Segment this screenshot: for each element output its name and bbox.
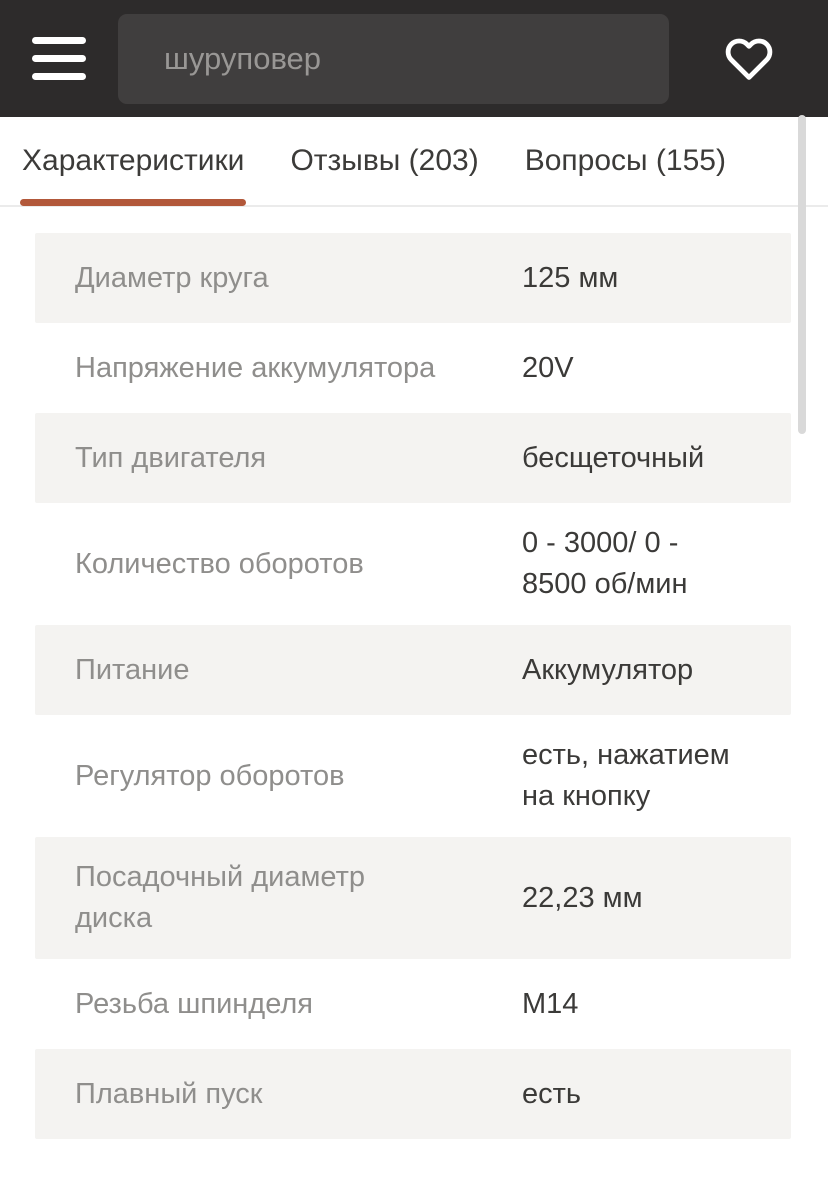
- hamburger-icon: [32, 37, 86, 80]
- spec-label: Питание: [75, 653, 190, 686]
- tab-characteristics[interactable]: Характеристики: [20, 117, 247, 206]
- spec-row: Резьба шпинделя M14: [35, 959, 791, 1049]
- menu-button[interactable]: [0, 0, 118, 117]
- spec-row: Количество оборотов 0 - 3000/ 0 - 8500 о…: [35, 503, 791, 625]
- search-bar[interactable]: [118, 13, 669, 104]
- spec-value: 20V: [522, 351, 574, 384]
- spec-label: Количество оборотов: [75, 547, 364, 580]
- spec-label: Резьба шпинделя: [75, 987, 313, 1020]
- spec-label: Диаметр круга: [75, 261, 269, 294]
- spec-label: Напряжение аккумулятора: [75, 351, 436, 384]
- spec-row: Посадочный диаметр диска 22,23 мм: [35, 837, 791, 959]
- search-input[interactable]: [118, 13, 669, 104]
- spec-label: Посадочный диаметр диска: [75, 861, 365, 934]
- spec-row: Диаметр круга 125 мм: [35, 233, 791, 323]
- spec-value: есть: [522, 1077, 582, 1110]
- spec-row: Тип двигателя бесщеточный: [35, 413, 791, 503]
- tab-questions[interactable]: Вопросы (155): [525, 117, 726, 205]
- tab-reviews[interactable]: Отзывы (203): [290, 117, 478, 205]
- active-tab-underline: [20, 199, 247, 206]
- spec-value: 0 - 3000/ 0 - 8500 об/мин: [522, 527, 688, 600]
- app-header: [0, 0, 828, 117]
- tab-characteristics-label: Характеристики: [22, 144, 245, 177]
- spec-value: 22,23 мм: [522, 881, 643, 914]
- specs-list: Диаметр круга 125 мм Напряжение аккумуля…: [35, 233, 791, 1139]
- spec-label: Тип двигателя: [75, 441, 267, 474]
- spec-value: M14: [522, 987, 579, 1020]
- spec-value: 125 мм: [522, 261, 619, 294]
- scrollbar-thumb[interactable]: [798, 115, 806, 434]
- spec-value: бесщеточный: [522, 441, 705, 474]
- spec-value: Аккумулятор: [522, 653, 694, 686]
- spec-row: Плавный пуск есть: [35, 1049, 791, 1139]
- tab-reviews-label: Отзывы (203): [290, 144, 479, 177]
- favorites-button[interactable]: [669, 0, 828, 117]
- tab-questions-label: Вопросы (155): [524, 144, 726, 177]
- tab-bar: Характеристики Отзывы (203) Вопросы (155…: [0, 117, 828, 207]
- spec-label: Регулятор оборотов: [75, 759, 345, 792]
- spec-row: Питание Аккумулятор: [35, 625, 791, 715]
- heart-icon: [725, 38, 772, 80]
- spec-rows-container: Диаметр круга 125 мм Напряжение аккумуля…: [35, 233, 791, 1139]
- spec-row: Регулятор оборотов есть, нажатием на кно…: [35, 715, 791, 837]
- spec-label: Плавный пуск: [75, 1077, 263, 1110]
- spec-value: есть, нажатием на кнопку: [522, 739, 730, 812]
- spec-row: Напряжение аккумулятора 20V: [35, 323, 791, 413]
